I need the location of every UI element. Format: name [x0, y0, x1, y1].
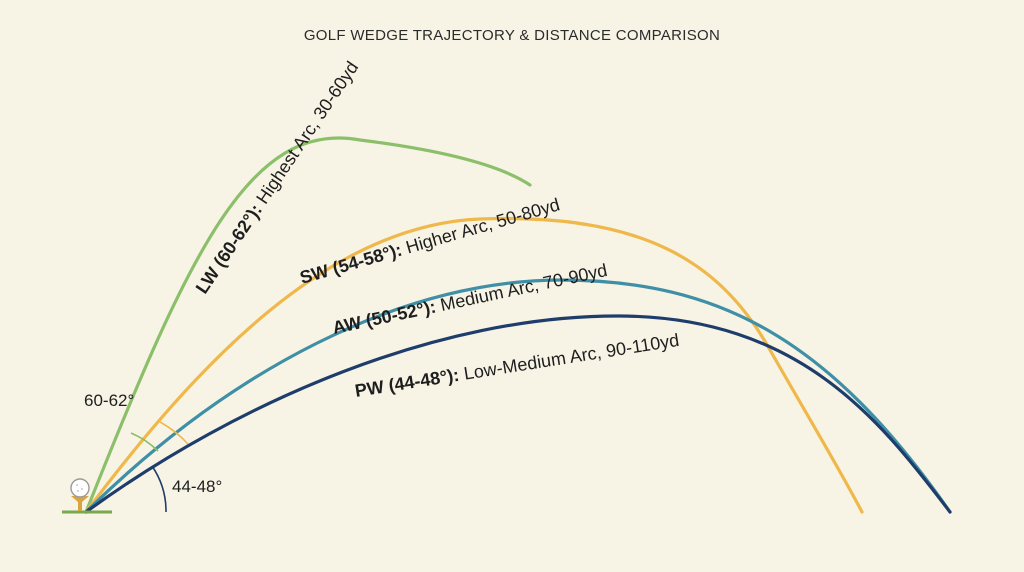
pw-description: Low-Medium Arc, 90-110yd: [457, 330, 680, 385]
low-angle-label: 44-48°: [172, 477, 222, 496]
golf-ball-icon: [70, 478, 90, 498]
lw-trajectory: [84, 136, 532, 514]
pw-angle-arc: [151, 465, 167, 513]
ball-dimple: [77, 490, 79, 492]
high-angle-label: 60-62°: [84, 391, 134, 410]
lw-description: Highest Arc, 30-60yd: [249, 58, 362, 212]
pw-trajectory: [84, 314, 952, 514]
ball-dimple: [76, 484, 78, 486]
sw-trajectory: [84, 216, 864, 514]
pw-code: PW (44-48°):: [353, 365, 460, 401]
lw-angle-arc: [130, 432, 159, 452]
tee-peg: [71, 496, 89, 511]
aw-label: AW (50-52°): Medium Arc, 70-90yd: [331, 260, 609, 338]
ball-dimple: [81, 488, 83, 490]
sw-label: SW (54-58°): Higher Arc, 50-80yd: [298, 194, 562, 287]
diagram-title: GOLF WEDGE TRAJECTORY & DISTANCE COMPARI…: [304, 27, 720, 44]
sw-angle-arc: [159, 421, 189, 445]
aw-code: AW (50-52°):: [331, 296, 438, 337]
sw-code: SW (54-58°):: [298, 240, 405, 288]
aw-trajectory: [84, 278, 952, 514]
pw-label: PW (44-48°): Low-Medium Arc, 90-110yd: [353, 330, 680, 401]
aw-description: Medium Arc, 70-90yd: [434, 260, 609, 316]
golf-tee-icon: [62, 478, 112, 514]
